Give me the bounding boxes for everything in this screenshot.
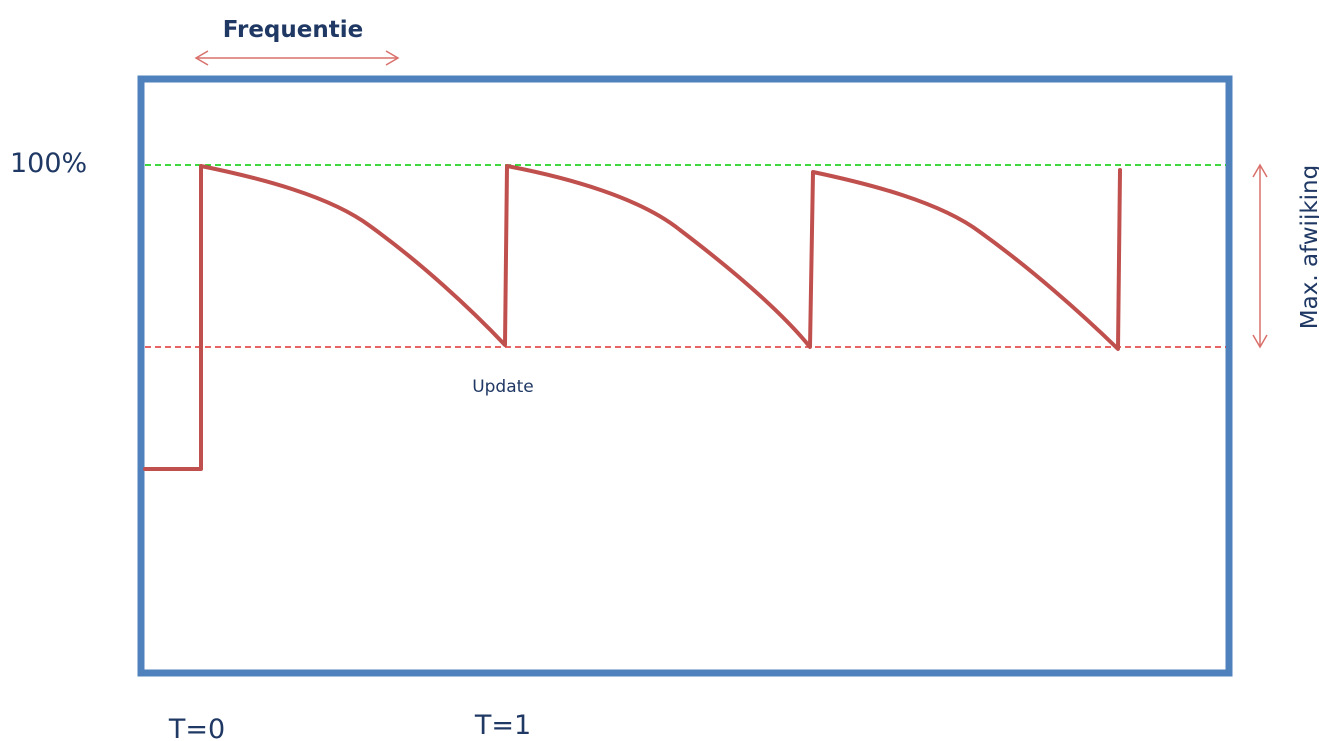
t0-label: T=0 [168,714,225,741]
plot-frame [137,75,1233,677]
frequency-label: Frequentie [223,17,363,43]
max-level-label: 100% [10,148,87,179]
update-label: Update [472,377,534,397]
max-deviation-arrow [1252,163,1268,349]
signal-curve [143,164,1122,471]
frequency-arrow [194,50,400,66]
max-deviation-label: Max. afwijking [1297,165,1319,329]
t1-label: T=1 [474,710,531,741]
